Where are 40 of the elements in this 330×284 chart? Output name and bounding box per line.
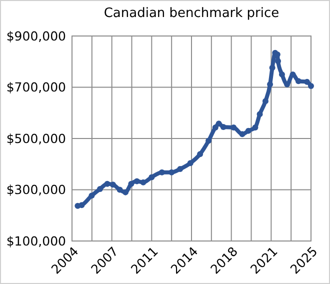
point — [212, 124, 218, 130]
point — [256, 111, 263, 118]
point — [197, 151, 204, 158]
y-tick-label: $900,000 — [6, 28, 66, 44]
point — [177, 166, 184, 172]
point — [269, 64, 276, 71]
point — [148, 174, 155, 180]
point — [308, 82, 314, 89]
point — [230, 124, 237, 130]
point — [262, 98, 268, 104]
point — [216, 120, 222, 127]
point — [140, 179, 146, 186]
point — [110, 182, 116, 188]
point — [295, 78, 302, 84]
point — [278, 71, 285, 78]
point — [220, 124, 226, 130]
point — [206, 138, 212, 144]
point — [134, 178, 140, 184]
point — [104, 180, 110, 187]
point — [168, 169, 175, 176]
point — [158, 169, 165, 176]
point — [252, 124, 258, 130]
point — [122, 189, 128, 196]
point — [78, 202, 85, 208]
y-tick-label: $500,000 — [6, 130, 66, 146]
point — [187, 160, 194, 166]
chart-title: Canadian benchmark price — [104, 6, 280, 21]
point — [88, 192, 95, 199]
y-tick-label: $700,000 — [6, 80, 66, 95]
point — [304, 78, 310, 85]
y-tick-label: $300,000 — [6, 182, 66, 198]
point — [274, 58, 281, 64]
point — [239, 131, 246, 138]
point — [267, 81, 274, 88]
y-tick-label: $100,000 — [6, 233, 66, 248]
point — [245, 128, 252, 134]
point — [116, 186, 123, 193]
point — [96, 186, 103, 192]
point — [128, 180, 134, 187]
point — [284, 81, 290, 88]
